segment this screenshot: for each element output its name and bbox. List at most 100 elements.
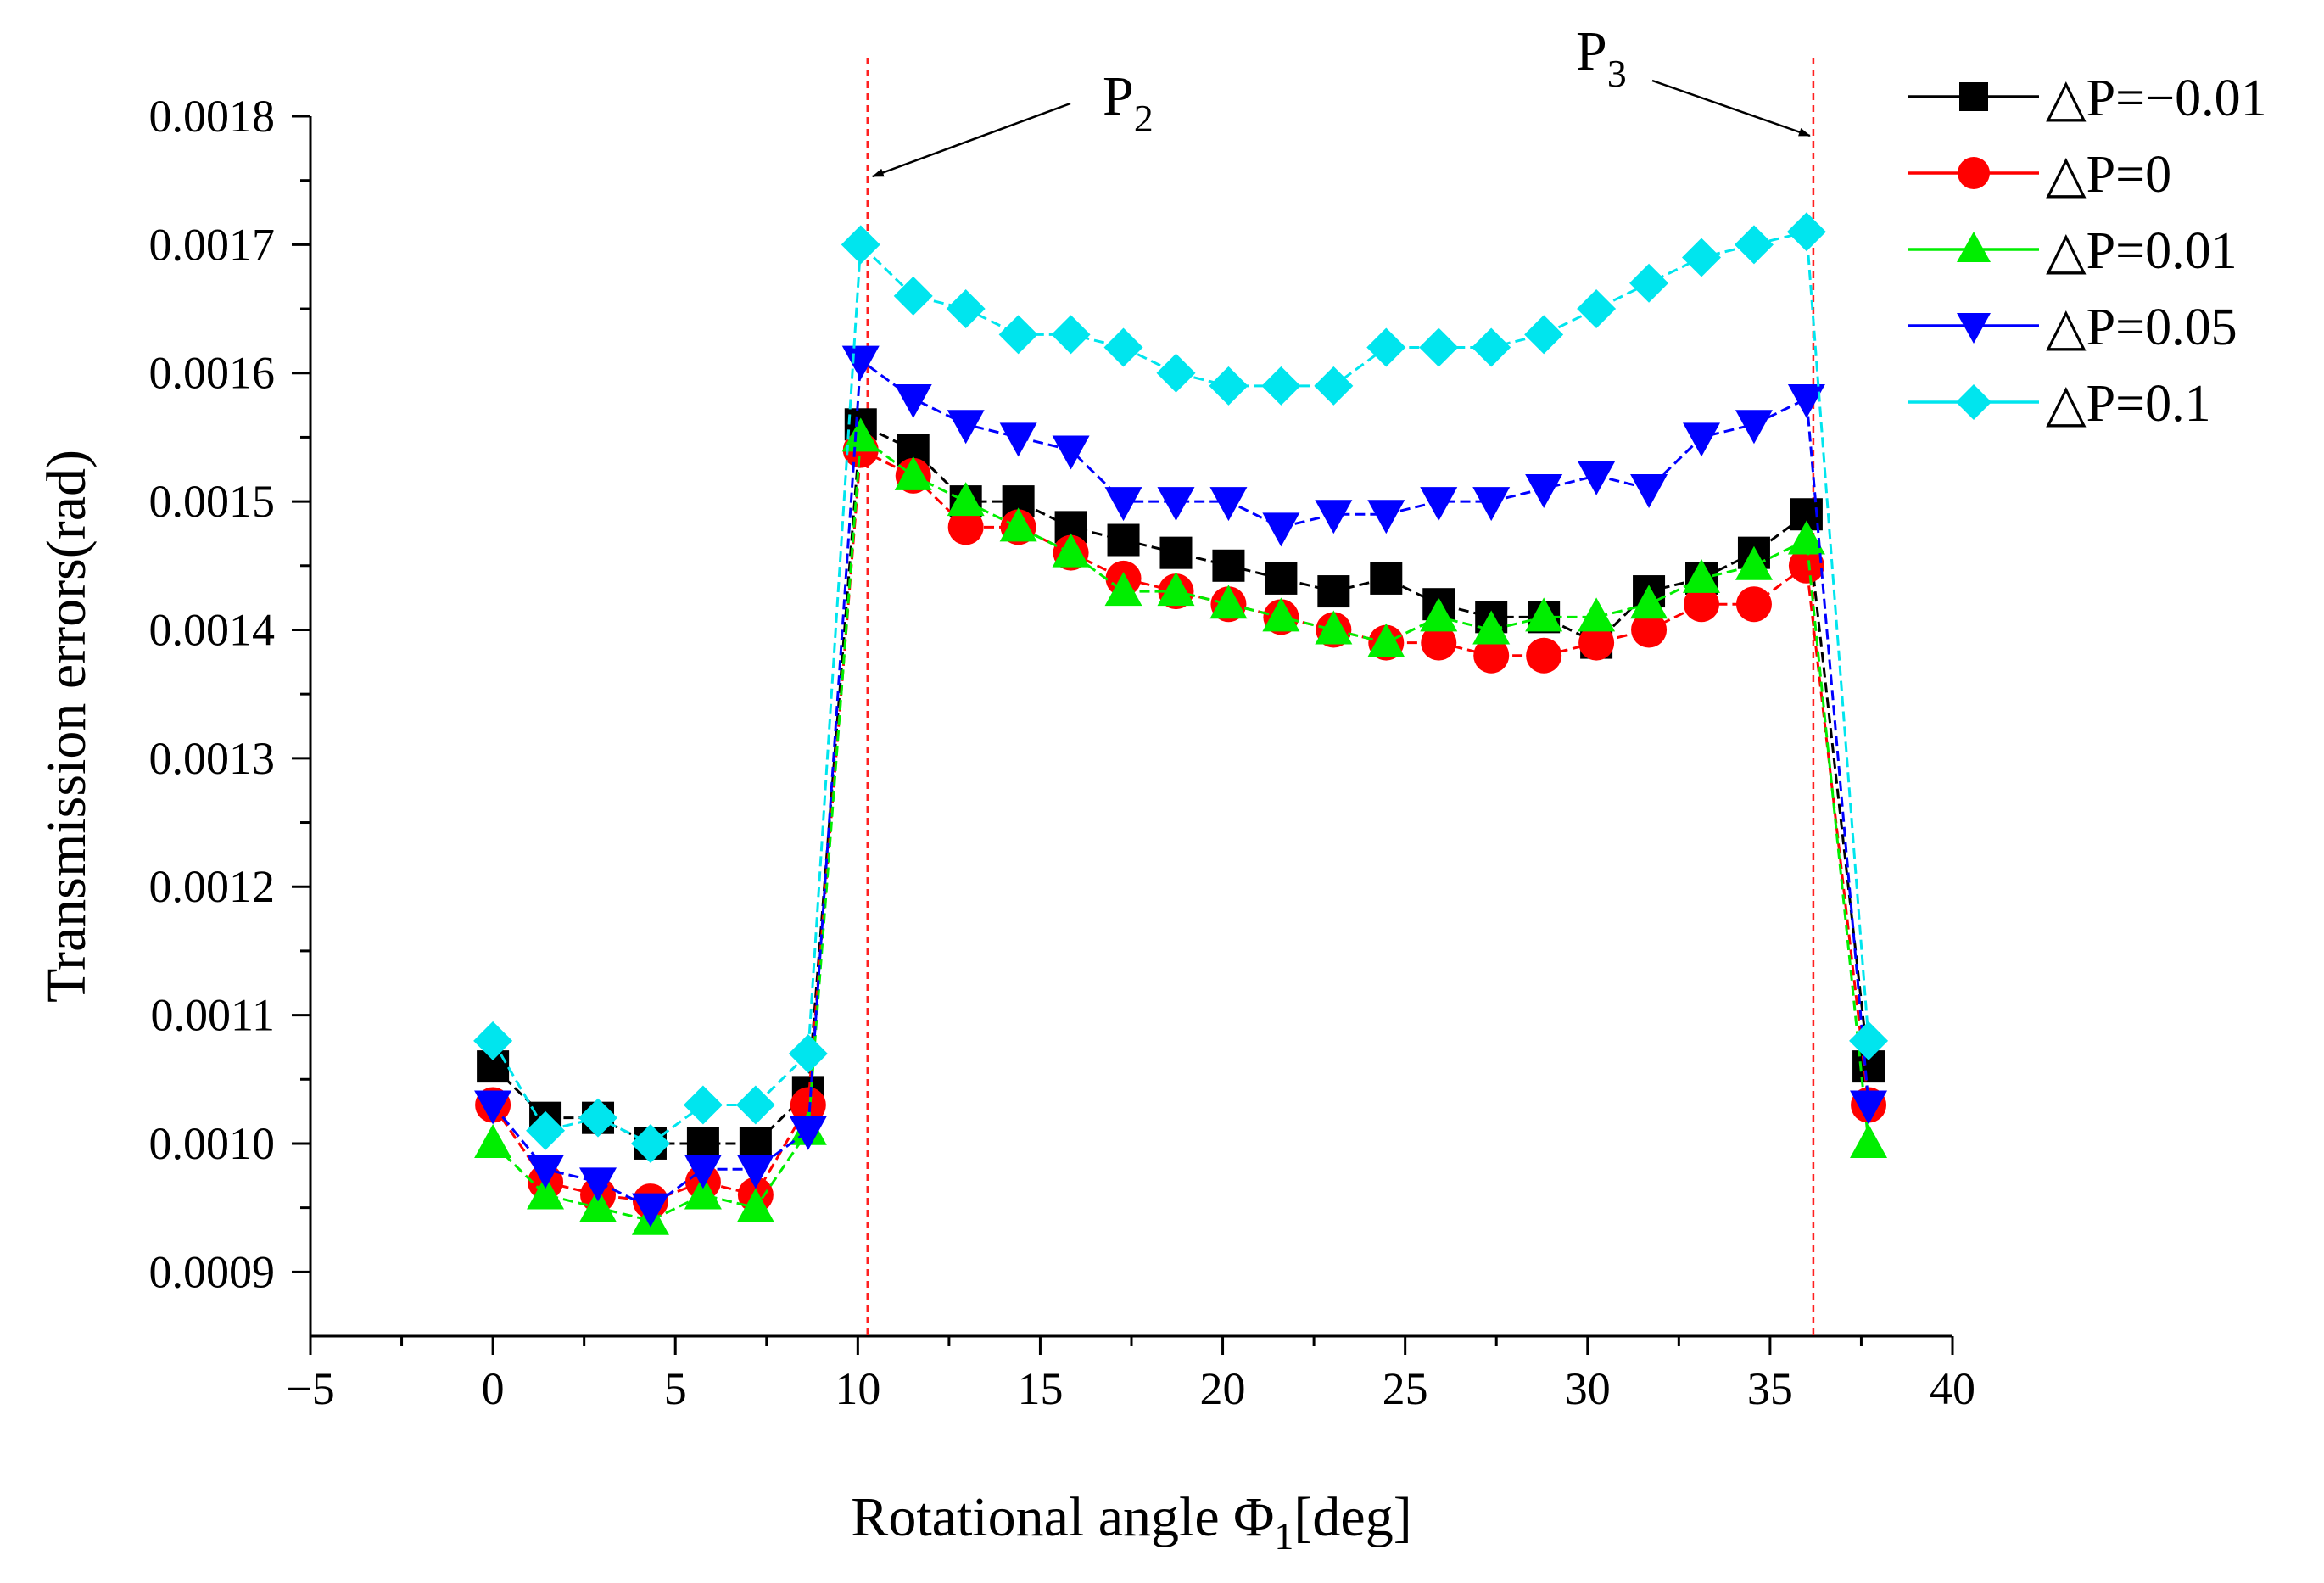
x-tick-label: 5 xyxy=(664,1363,687,1414)
data-point xyxy=(1630,473,1668,508)
data-point xyxy=(1103,327,1143,367)
marker-triangle-down xyxy=(1957,313,1991,344)
y-tick-label: 0.0015 xyxy=(149,476,276,527)
data-point xyxy=(1684,586,1720,623)
data-point xyxy=(947,482,985,517)
y-tick-label: 0.0016 xyxy=(149,348,276,399)
data-point xyxy=(526,1110,566,1150)
y-tick-label: 0.0013 xyxy=(149,733,276,784)
series-line xyxy=(492,422,1870,1145)
data-point xyxy=(1104,572,1142,607)
data-point xyxy=(1472,487,1511,522)
data-point xyxy=(894,456,932,490)
data-point xyxy=(894,384,932,419)
data-point xyxy=(1156,353,1196,393)
data-point xyxy=(473,1021,513,1060)
data-point xyxy=(1104,487,1142,522)
data-point xyxy=(1682,238,1722,277)
data-point xyxy=(999,507,1037,542)
x-axis-title: Rotational angle Φ1[deg] xyxy=(851,1486,1411,1558)
legend-item: △P=0.1 xyxy=(1908,375,2211,433)
data-point xyxy=(999,422,1037,457)
data-point xyxy=(790,1087,826,1123)
data-point xyxy=(739,1127,772,1160)
marker-circle xyxy=(1958,157,1990,189)
x-tick-label: 30 xyxy=(1565,1363,1611,1414)
data-point xyxy=(1473,637,1510,674)
data-point xyxy=(736,1188,774,1222)
data-point xyxy=(1262,597,1300,632)
data-point xyxy=(1209,366,1249,406)
x-tick-label: 35 xyxy=(1747,1363,1793,1414)
data-point xyxy=(841,225,880,265)
data-point xyxy=(1734,225,1774,265)
data-point xyxy=(1366,327,1406,367)
data-point xyxy=(579,1167,617,1202)
legend-item: △P=0.01 xyxy=(1908,222,2237,280)
data-point xyxy=(1578,624,1615,661)
data-point xyxy=(1367,500,1405,534)
data-point xyxy=(1157,572,1195,607)
data-point xyxy=(841,345,880,380)
data-point xyxy=(1265,562,1298,595)
data-point xyxy=(1051,315,1091,355)
data-point xyxy=(1683,422,1721,457)
data-point xyxy=(630,1123,670,1163)
data-point xyxy=(1524,315,1564,355)
data-point xyxy=(474,1123,512,1158)
data-point xyxy=(631,1193,669,1228)
data-point xyxy=(1315,610,1353,645)
data-point xyxy=(1850,1090,1888,1125)
data-point xyxy=(1577,289,1617,329)
data-point xyxy=(1472,610,1511,645)
data-point xyxy=(1578,597,1616,632)
data-point xyxy=(735,1085,775,1125)
data-point xyxy=(1157,487,1195,522)
legend-label: △P=0 xyxy=(2046,146,2171,204)
data-point xyxy=(946,289,986,329)
y-tick-label: 0.0009 xyxy=(149,1246,276,1297)
annotation-label: P2 xyxy=(1103,65,1154,140)
data-point xyxy=(1849,1021,1889,1060)
data-point xyxy=(1052,533,1090,568)
data-point xyxy=(1850,1123,1888,1158)
data-point xyxy=(947,410,985,445)
data-point xyxy=(1420,487,1458,522)
y-tick-label: 0.0011 xyxy=(151,990,276,1041)
series-group xyxy=(473,212,1889,1235)
annotation-arrow xyxy=(871,102,1071,178)
x-tick-label: 0 xyxy=(482,1363,505,1414)
x-tick-label: 25 xyxy=(1383,1363,1428,1414)
data-point xyxy=(841,417,880,452)
y-tick-label: 0.0014 xyxy=(149,604,276,655)
legend-label: △P=−0.01 xyxy=(2046,70,2267,127)
marker-triangle-up xyxy=(1957,232,1991,262)
data-point xyxy=(1052,435,1090,470)
data-point xyxy=(1735,545,1773,580)
legend-label: △P=0.01 xyxy=(2046,222,2237,280)
data-point xyxy=(579,1188,617,1222)
data-point xyxy=(998,315,1038,355)
data-point xyxy=(1630,585,1668,619)
data-point xyxy=(1735,586,1772,623)
data-point xyxy=(1209,487,1248,522)
data-point xyxy=(1209,585,1248,619)
legend-item: △P=0 xyxy=(1908,146,2171,204)
data-point xyxy=(474,1090,512,1125)
data-point xyxy=(788,1033,828,1073)
data-point xyxy=(1787,384,1825,419)
data-point xyxy=(1683,558,1721,593)
legend-label: △P=0.05 xyxy=(2046,299,2237,356)
data-point xyxy=(1525,597,1563,632)
annotation-arrow xyxy=(1651,79,1811,137)
annotation-label: P3 xyxy=(1576,20,1627,95)
reference-lines xyxy=(866,58,1815,1336)
data-point xyxy=(1159,536,1193,569)
data-point xyxy=(1314,366,1354,406)
legend: △P=−0.01 △P=0 △P=0.01 △P=0.05 △P=0.1 xyxy=(1908,70,2267,433)
data-point xyxy=(684,1175,722,1210)
data-point xyxy=(684,1155,722,1189)
data-point xyxy=(1525,473,1563,508)
marker-square xyxy=(1959,82,1988,111)
